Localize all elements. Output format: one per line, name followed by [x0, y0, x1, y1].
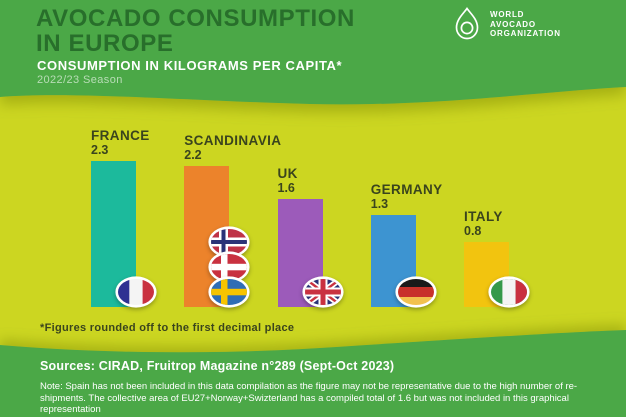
logo-text: WORLD AVOCADO ORGANIZATION	[490, 10, 561, 38]
footnote: *Figures rounded off to the first decima…	[40, 322, 295, 334]
title-line2: IN EUROPE	[36, 30, 174, 57]
season-label: 2022/23 Season	[37, 74, 123, 86]
bar-label-france: FRANCE	[91, 128, 150, 143]
denmark-flag-icon	[208, 251, 250, 283]
bar-label-scandinavia: SCANDINAVIA	[184, 133, 282, 149]
italy-flag-icon	[488, 276, 530, 308]
uk-flag-icon	[301, 276, 344, 308]
header-wave	[0, 0, 626, 105]
bar-value-france: 2.3	[91, 143, 109, 157]
germany-flag-icon	[395, 276, 437, 308]
title-line1: AVOCADO CONSUMPTION	[36, 5, 355, 32]
page-title: AVOCADO CONSUMPTION IN EUROPE	[36, 6, 355, 56]
note-text: Note: Spain has not been included in thi…	[40, 381, 578, 415]
bar-value-scandinavia: 2.2	[184, 148, 202, 163]
norway-flag-icon	[208, 226, 250, 258]
bar-label-italy: ITALY	[464, 209, 503, 224]
sweden-flag-icon	[208, 276, 250, 308]
world-avocado-organization-logo: WORLD AVOCADO ORGANIZATION	[452, 6, 561, 42]
sources-line: Sources: CIRAD, Fruitrop Magazine n°289 …	[40, 359, 395, 373]
subtitle: CONSUMPTION IN KILOGRAMS PER CAPITA*	[37, 58, 343, 73]
bar-value-italy: 0.8	[464, 224, 482, 238]
france-flag-icon	[115, 276, 157, 308]
bar-value-germany: 1.3	[370, 197, 389, 211]
bar-label-germany: GERMANY	[370, 182, 443, 197]
avocado-logo-icon	[455, 7, 479, 40]
footer-wave	[0, 330, 626, 417]
bar-value-uk: 1.6	[277, 180, 295, 195]
bar-label-uk: UK	[277, 165, 298, 181]
